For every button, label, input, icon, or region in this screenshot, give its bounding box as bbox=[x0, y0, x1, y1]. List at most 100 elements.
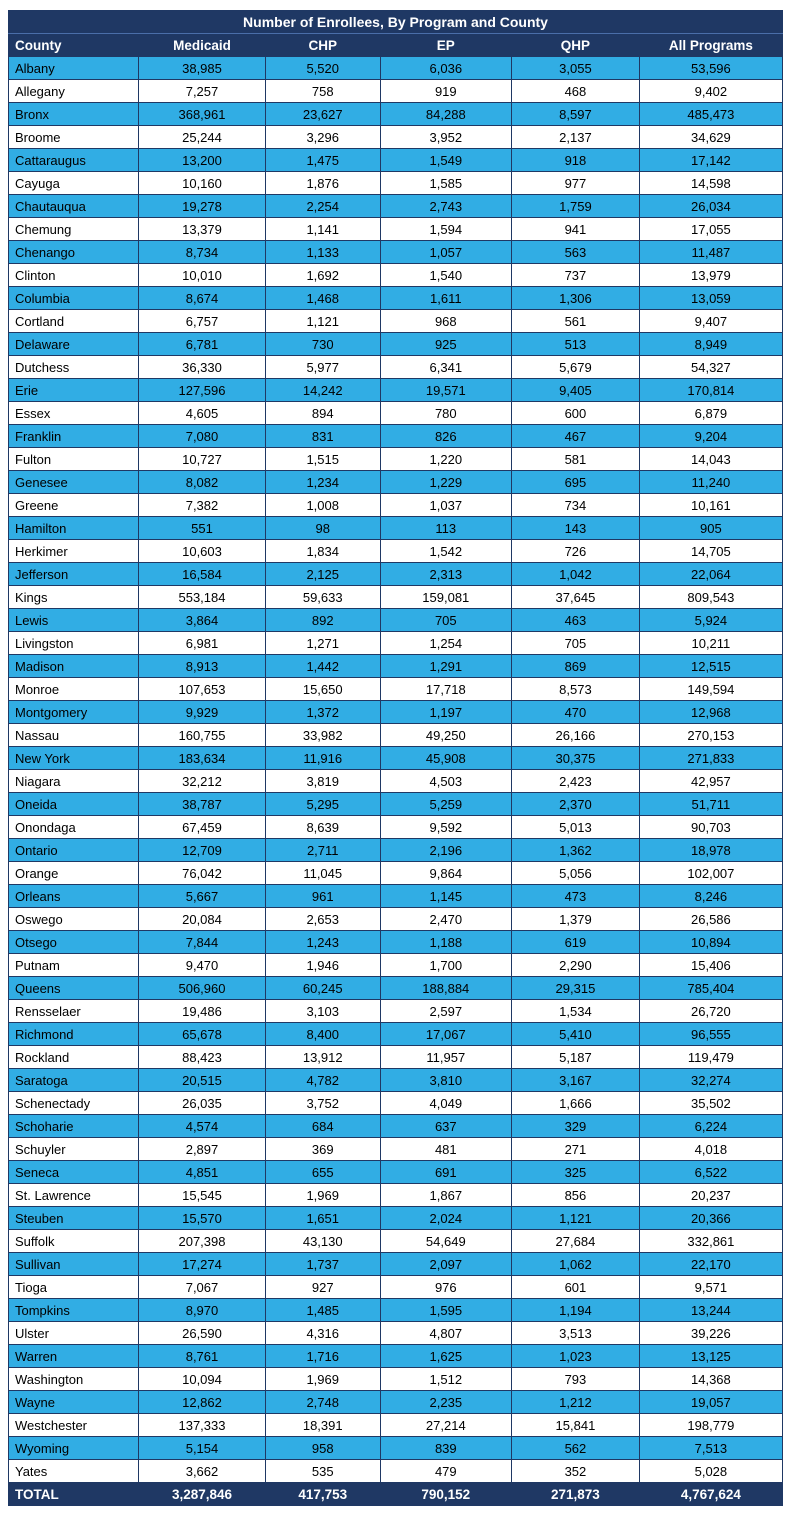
value-cell: 619 bbox=[511, 930, 640, 954]
value-cell: 49,250 bbox=[379, 723, 513, 747]
table-row: Ontario 12,709 2,711 2,196 1,362 18,978 bbox=[7, 838, 784, 862]
county-cell: Putnam bbox=[7, 953, 140, 977]
value-cell: 37,645 bbox=[511, 585, 640, 609]
table-row: Jefferson 16,584 2,125 2,313 1,042 22,064 bbox=[7, 562, 784, 586]
value-cell: 12,709 bbox=[138, 838, 266, 862]
table-row: Albany 38,985 5,520 6,036 3,055 53,596 bbox=[7, 56, 784, 80]
value-cell: 5,924 bbox=[638, 608, 784, 632]
value-cell: 809,543 bbox=[638, 585, 784, 609]
column-header-county: County bbox=[7, 33, 140, 57]
value-cell: 4,574 bbox=[138, 1114, 266, 1138]
county-cell: Clinton bbox=[7, 263, 140, 287]
value-cell: 38,787 bbox=[138, 792, 266, 816]
county-cell: Tompkins bbox=[7, 1298, 140, 1322]
value-cell: 32,212 bbox=[138, 769, 266, 793]
county-cell: Monroe bbox=[7, 677, 140, 701]
table-row: Monroe 107,653 15,650 17,718 8,573 149,594 bbox=[7, 677, 784, 701]
value-cell: 2,137 bbox=[511, 125, 640, 149]
value-cell: 1,243 bbox=[264, 930, 381, 954]
county-cell: Bronx bbox=[7, 102, 140, 126]
value-cell: 7,382 bbox=[138, 493, 266, 517]
value-cell: 13,244 bbox=[638, 1298, 784, 1322]
table-row: Livingston 6,981 1,271 1,254 705 10,211 bbox=[7, 631, 784, 655]
value-cell: 1,651 bbox=[264, 1206, 381, 1230]
table-row: Hamilton 551 98 113 143 905 bbox=[7, 516, 784, 540]
value-cell: 684 bbox=[264, 1114, 381, 1138]
value-cell: 551 bbox=[138, 516, 266, 540]
value-cell: 33,982 bbox=[264, 723, 381, 747]
value-cell: 107,653 bbox=[138, 677, 266, 701]
value-cell: 18,391 bbox=[264, 1413, 381, 1437]
table-row: Bronx 368,961 23,627 84,288 8,597 485,473 bbox=[7, 102, 784, 126]
value-cell: 9,571 bbox=[638, 1275, 784, 1299]
value-cell: 15,570 bbox=[138, 1206, 266, 1230]
value-cell: 479 bbox=[379, 1459, 513, 1483]
county-cell: Essex bbox=[7, 401, 140, 425]
value-cell: 17,274 bbox=[138, 1252, 266, 1276]
value-cell: 6,757 bbox=[138, 309, 266, 333]
value-cell: 15,841 bbox=[511, 1413, 640, 1437]
value-cell: 5,679 bbox=[511, 355, 640, 379]
value-cell: 20,237 bbox=[638, 1183, 784, 1207]
value-cell: 15,545 bbox=[138, 1183, 266, 1207]
value-cell: 8,761 bbox=[138, 1344, 266, 1368]
value-cell: 19,571 bbox=[379, 378, 513, 402]
value-cell: 2,743 bbox=[379, 194, 513, 218]
value-cell: 10,894 bbox=[638, 930, 784, 954]
value-cell: 271,833 bbox=[638, 746, 784, 770]
value-cell: 13,912 bbox=[264, 1045, 381, 1069]
value-cell: 10,160 bbox=[138, 171, 266, 195]
value-cell: 36,330 bbox=[138, 355, 266, 379]
table-row: Oswego 20,084 2,653 2,470 1,379 26,586 bbox=[7, 907, 784, 931]
value-cell: 9,405 bbox=[511, 378, 640, 402]
table-row: Schuyler 2,897 369 481 271 4,018 bbox=[7, 1137, 784, 1161]
column-header-chp: CHP bbox=[264, 33, 381, 57]
value-cell: 25,244 bbox=[138, 125, 266, 149]
county-cell: Schuyler bbox=[7, 1137, 140, 1161]
county-cell: Albany bbox=[7, 56, 140, 80]
value-cell: 3,167 bbox=[511, 1068, 640, 1092]
value-cell: 562 bbox=[511, 1436, 640, 1460]
value-cell: 119,479 bbox=[638, 1045, 784, 1069]
value-cell: 1,362 bbox=[511, 838, 640, 862]
value-cell: 8,970 bbox=[138, 1298, 266, 1322]
county-cell: Saratoga bbox=[7, 1068, 140, 1092]
value-cell: 26,034 bbox=[638, 194, 784, 218]
table-title-row: Number of Enrollees, By Program and Coun… bbox=[8, 10, 783, 34]
value-cell: 8,949 bbox=[638, 332, 784, 356]
value-cell: 1,540 bbox=[379, 263, 513, 287]
table-row: New York 183,634 11,916 45,908 30,375 271,833 bbox=[7, 746, 784, 770]
value-cell: 1,212 bbox=[511, 1390, 640, 1414]
table-row: Broome 25,244 3,296 3,952 2,137 34,629 bbox=[7, 125, 784, 149]
value-cell: 11,916 bbox=[264, 746, 381, 770]
value-cell: 12,862 bbox=[138, 1390, 266, 1414]
value-cell: 734 bbox=[511, 493, 640, 517]
value-cell: 919 bbox=[379, 79, 513, 103]
value-cell: 1,023 bbox=[511, 1344, 640, 1368]
value-cell: 159,081 bbox=[379, 585, 513, 609]
value-cell: 59,633 bbox=[264, 585, 381, 609]
value-cell: 1,062 bbox=[511, 1252, 640, 1276]
county-cell: Wayne bbox=[7, 1390, 140, 1414]
value-cell: 2,653 bbox=[264, 907, 381, 931]
value-cell: 14,368 bbox=[638, 1367, 784, 1391]
value-cell: 207,398 bbox=[138, 1229, 266, 1253]
value-cell: 1,468 bbox=[264, 286, 381, 310]
value-cell: 188,884 bbox=[379, 976, 513, 1000]
value-cell: 1,121 bbox=[264, 309, 381, 333]
value-cell: 4,807 bbox=[379, 1321, 513, 1345]
table-row: Fulton 10,727 1,515 1,220 581 14,043 bbox=[7, 447, 784, 471]
value-cell: 10,727 bbox=[138, 447, 266, 471]
value-cell: 30,375 bbox=[511, 746, 640, 770]
value-cell: 905 bbox=[638, 516, 784, 540]
value-cell: 15,650 bbox=[264, 677, 381, 701]
value-cell: 5,259 bbox=[379, 792, 513, 816]
value-cell: 561 bbox=[511, 309, 640, 333]
county-cell: Richmond bbox=[7, 1022, 140, 1046]
value-cell: 13,059 bbox=[638, 286, 784, 310]
value-cell: 1,145 bbox=[379, 884, 513, 908]
county-cell: Schenectady bbox=[7, 1091, 140, 1115]
value-cell: 84,288 bbox=[379, 102, 513, 126]
value-cell: 12,515 bbox=[638, 654, 784, 678]
value-cell: 691 bbox=[379, 1160, 513, 1184]
